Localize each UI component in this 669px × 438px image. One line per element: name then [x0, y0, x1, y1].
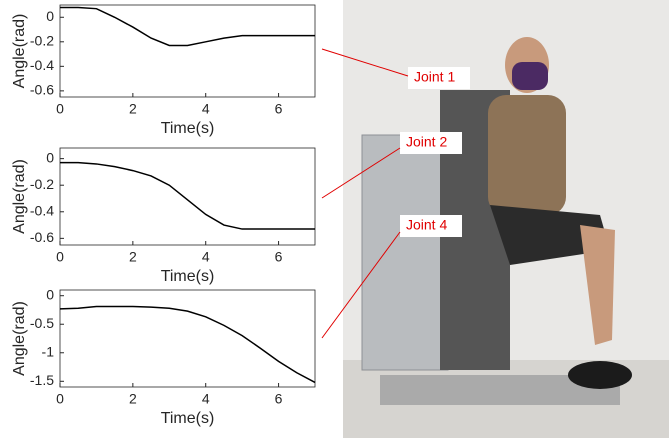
y-tick-label: -0.4	[30, 57, 54, 73]
y-tick-label: -1.5	[30, 372, 54, 388]
x-tick-label: 6	[275, 391, 283, 407]
x-axis-label: Time(s)	[161, 410, 215, 427]
x-tick-label: 0	[56, 249, 64, 265]
x-tick-label: 6	[275, 249, 283, 265]
x-tick-label: 4	[202, 101, 210, 117]
x-tick-label: 6	[275, 101, 283, 117]
x-axis-label: Time(s)	[161, 268, 215, 285]
joint-label: Joint 1	[414, 69, 455, 85]
y-tick-label: 0	[46, 286, 54, 302]
y-tick-label: -0.5	[30, 315, 54, 331]
joint-label: Joint 2	[406, 134, 447, 150]
x-tick-label: 2	[129, 249, 137, 265]
x-tick-label: 0	[56, 391, 64, 407]
x-tick-label: 0	[56, 101, 64, 117]
mask	[512, 62, 548, 90]
shirt	[488, 95, 566, 215]
plot-area	[60, 5, 315, 97]
x-tick-label: 4	[202, 249, 210, 265]
plot-area	[60, 290, 315, 387]
x-tick-label: 4	[202, 391, 210, 407]
frame	[362, 135, 448, 370]
y-tick-label: -0.2	[30, 33, 54, 49]
photo: Joint 1 Joint 2 Joint 4	[322, 0, 669, 438]
joint-label: Joint 4	[406, 217, 447, 233]
y-tick-label: -1	[42, 343, 55, 359]
figure: Joint 1 Joint 2 Joint 4 0 2 4 6 0 -0.2 -0.4 -0.…	[0, 0, 669, 438]
x-axis-label: Time(s)	[161, 120, 215, 137]
y-tick-label: 0	[46, 8, 54, 24]
y-axis-label: Angle(rad)	[11, 14, 28, 89]
y-tick-label: -0.2	[30, 176, 54, 192]
y-axis-label: Angle(rad)	[11, 301, 28, 376]
shoe	[568, 361, 632, 389]
x-tick-label: 2	[129, 101, 137, 117]
y-tick-label: -0.4	[30, 202, 54, 218]
y-tick-label: 0	[46, 149, 54, 165]
plot-area	[60, 148, 315, 245]
y-tick-label: -0.6	[30, 82, 54, 98]
y-tick-label: -0.6	[30, 229, 54, 245]
x-tick-label: 2	[129, 391, 137, 407]
y-axis-label: Angle(rad)	[11, 159, 28, 234]
